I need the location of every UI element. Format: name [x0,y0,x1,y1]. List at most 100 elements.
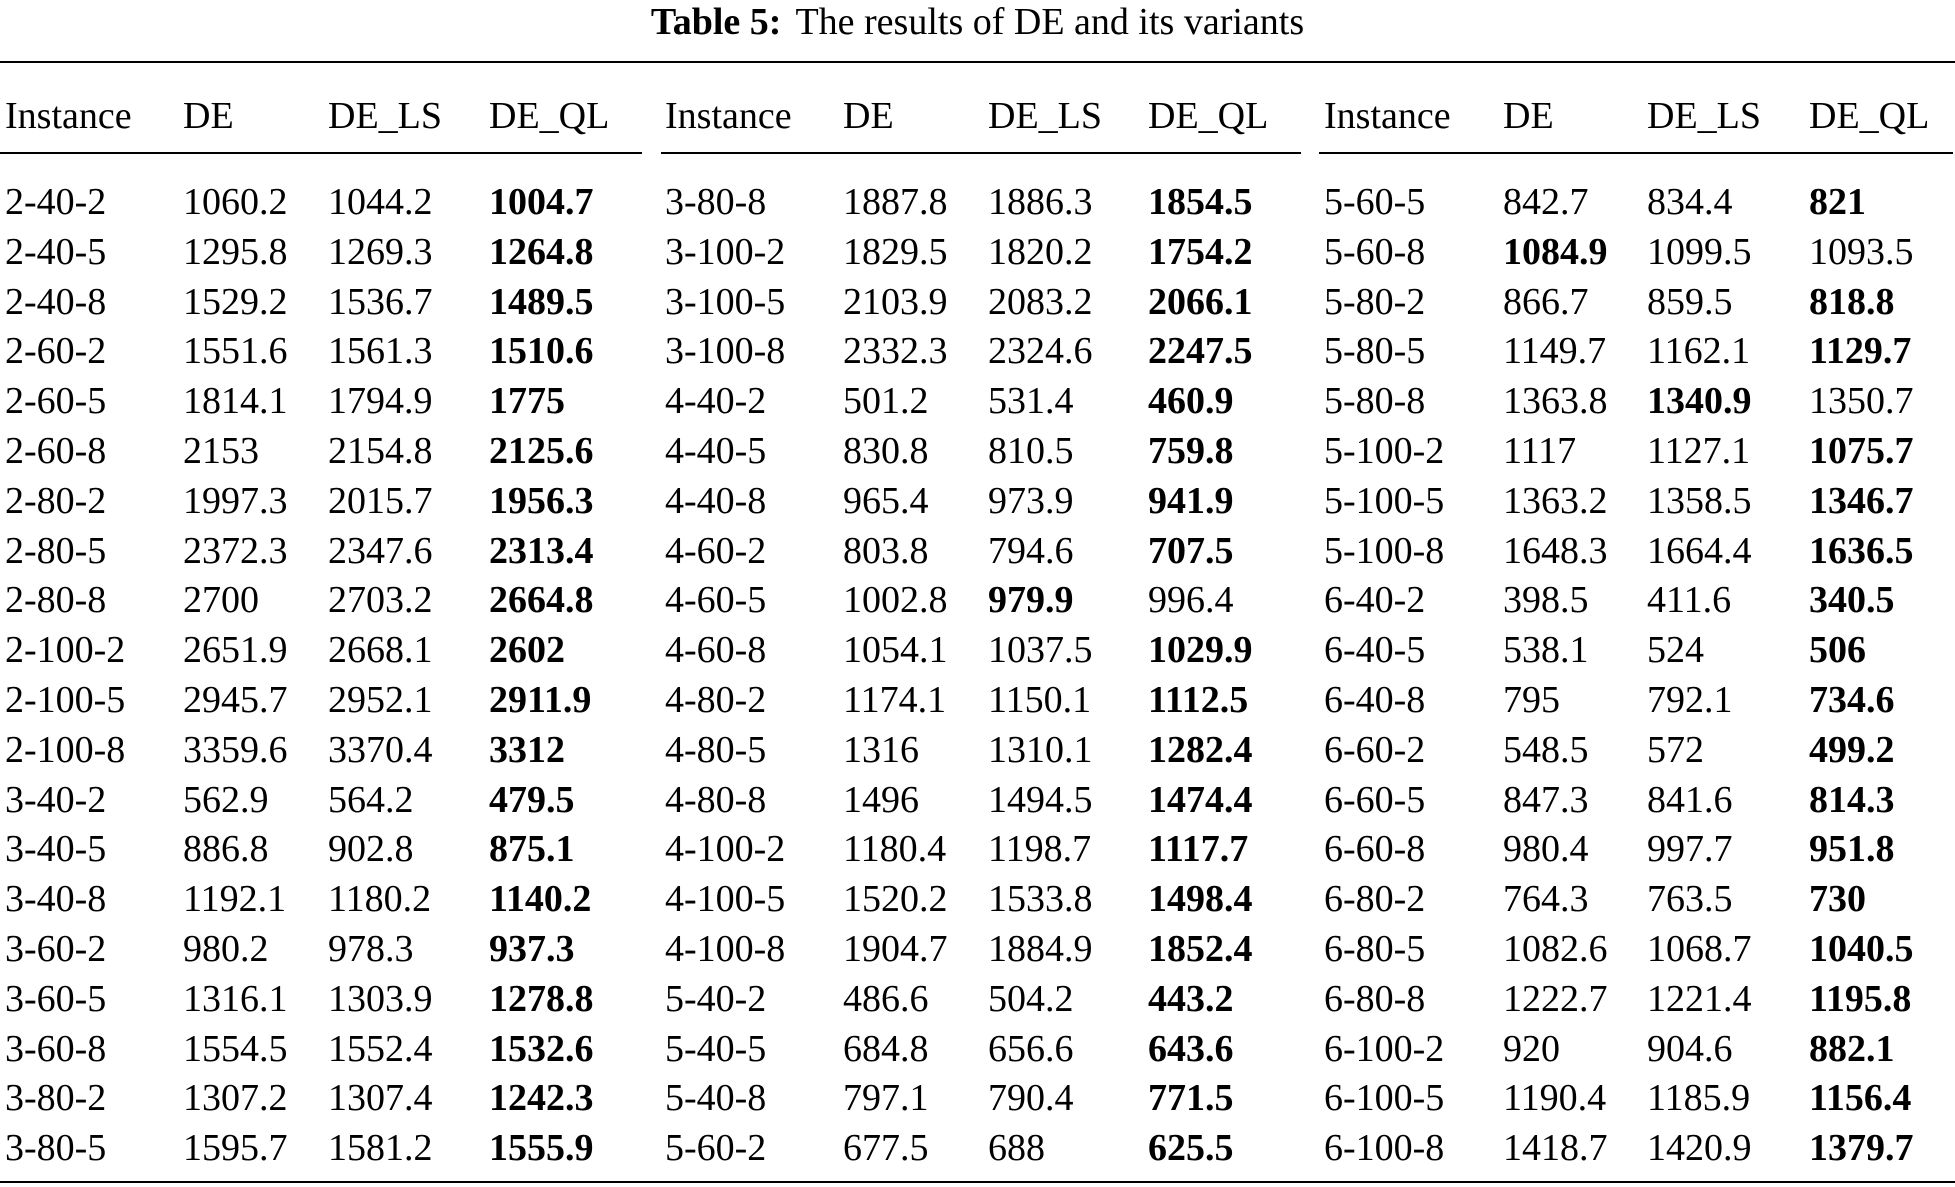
cell: 677.5 [843,1127,929,1170]
cell: 1595.7 [183,1127,288,1170]
cell: 4-60-2 [665,529,767,572]
cell: 479.5 [489,778,575,821]
cell: 3-80-5 [5,1127,107,1170]
cell: 5-80-8 [1324,380,1426,423]
cell: 1221.4 [1647,977,1752,1020]
cell: 2-40-2 [5,181,107,223]
cell: 3359.6 [183,728,288,771]
cell: 5-100-5 [1324,479,1445,522]
cell: 2-100-5 [5,679,126,721]
cell: 398.5 [1503,579,1589,622]
cell: 1222.7 [1503,977,1608,1020]
cell: 501.2 [843,380,929,423]
cell: 2911.9 [489,679,592,721]
cell: 1140.2 [489,878,592,921]
header-cell: DE_LS [1647,95,1761,137]
cell: 1820.2 [988,230,1093,273]
cell: 834.4 [1647,181,1733,223]
cell: 2125.6 [489,430,594,472]
cell: 1379.7 [1809,1127,1914,1170]
cell: 1190.4 [1503,1077,1607,1120]
cell: 794.6 [988,529,1074,572]
cell: 6-40-5 [1324,629,1426,672]
cell: 810.5 [988,430,1074,472]
cell: 2952.1 [328,679,433,721]
cell: 951.8 [1809,828,1895,871]
cell: 548.5 [1503,728,1589,771]
cell: 3-60-8 [5,1027,107,1070]
cell: 5-60-2 [665,1127,767,1170]
cell: 1555.9 [489,1127,594,1170]
cell: 902.8 [328,828,414,871]
cell: 460.9 [1148,380,1234,423]
cell: 1474.4 [1148,778,1253,821]
cell: 1956.3 [489,479,594,522]
header-cell: Instance [1324,95,1451,137]
cell: 2372.3 [183,529,288,572]
cell: 941.9 [1148,479,1234,522]
cell: 1350.7 [1809,380,1914,423]
cell: 1520.2 [843,878,948,921]
cell: 4-60-5 [665,579,767,622]
cell: 875.1 [489,828,575,871]
cell: 5-80-2 [1324,280,1426,323]
cell: 506 [1809,629,1866,672]
cell: 730 [1809,878,1866,921]
cell: 2664.8 [489,579,594,622]
cell: 1269.3 [328,230,433,273]
cell: 656.6 [988,1027,1074,1070]
cell: 821 [1809,181,1866,223]
cell: 3-100-8 [665,330,786,373]
cell: 1082.6 [1503,928,1608,970]
cell: 4-40-5 [665,430,767,472]
cell: 6-60-2 [1324,728,1426,771]
cell: 1060.2 [183,181,288,223]
header-cell: DE_QL [489,95,610,137]
cell: 6-40-2 [1324,579,1426,622]
cell: 1420.9 [1647,1127,1752,1170]
header-rule [661,152,1301,154]
cell: 1636.5 [1809,529,1914,572]
cell: 524 [1647,629,1704,672]
cell: 6-80-2 [1324,878,1426,921]
cell: 1346.7 [1809,479,1914,522]
cell: 688 [988,1127,1045,1170]
caption: Table 5: The results of DE and its varian… [0,3,1955,41]
cell: 2247.5 [1148,330,1253,373]
cell: 2-60-5 [5,380,107,423]
cell: 795 [1503,679,1560,721]
header-cell: DE [1503,95,1554,137]
cell: 3370.4 [328,728,433,771]
cell: 830.8 [843,430,929,472]
cell: 937.3 [489,928,575,970]
cell: 1489.5 [489,280,594,323]
cell: 1887.8 [843,181,948,223]
cell: 1554.5 [183,1027,288,1070]
cell: 2703.2 [328,579,433,622]
cell: 979.9 [988,579,1074,622]
cell: 1040.5 [1809,928,1914,970]
cell: 980.2 [183,928,269,970]
cell: 2602 [489,629,565,672]
cell: 1037.5 [988,629,1093,672]
header-cell: DE_QL [1148,95,1269,137]
cell: 886.8 [183,828,269,871]
cell: 2154.8 [328,430,433,472]
cell: 2313.4 [489,529,594,572]
cell: 1044.2 [328,181,433,223]
cell: 1117 [1503,430,1577,472]
cell: 866.7 [1503,280,1589,323]
cell: 814.3 [1809,778,1895,821]
cell: 2324.6 [988,330,1093,373]
cell: 2-80-2 [5,479,107,522]
cell: 6-40-8 [1324,679,1426,721]
cell: 1117.7 [1148,828,1249,871]
cell: 1829.5 [843,230,948,273]
cell: 2945.7 [183,679,288,721]
cell: 643.6 [1148,1027,1234,1070]
cell: 4-80-2 [665,679,767,721]
cell: 1195.8 [1809,977,1912,1020]
cell: 6-100-5 [1324,1077,1445,1120]
cell: 2668.1 [328,629,433,672]
header-cell: DE [843,95,894,137]
